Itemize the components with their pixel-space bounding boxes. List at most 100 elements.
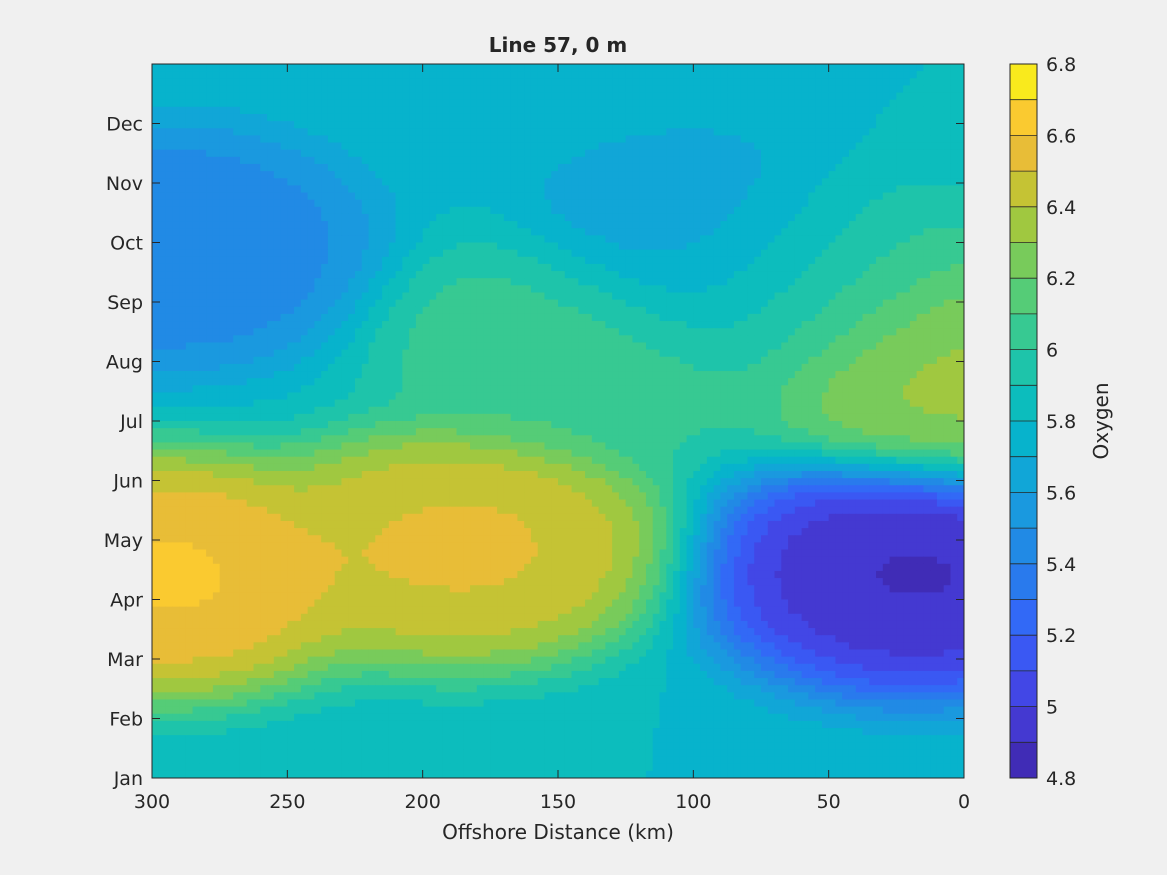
contour-cell <box>774 263 782 272</box>
contour-cell <box>179 85 187 94</box>
contour-cell <box>754 285 762 294</box>
contour-cell <box>206 213 214 222</box>
contour-cell <box>916 235 924 244</box>
contour-cell <box>402 321 410 329</box>
contour-cell <box>821 149 830 158</box>
contour-cell <box>260 178 268 186</box>
contour-cell <box>578 149 586 158</box>
contour-cell <box>368 213 376 222</box>
contour-cell <box>273 149 282 158</box>
contour-cell <box>727 92 735 101</box>
contour-cell <box>855 163 864 172</box>
contour-cell <box>334 135 343 144</box>
contour-cell <box>639 292 647 301</box>
contour-cell <box>821 113 830 122</box>
contour-cell <box>152 92 160 101</box>
contour-cell <box>693 285 701 294</box>
contour-cell <box>612 121 620 129</box>
contour-cell <box>382 292 390 301</box>
contour-cell <box>280 256 288 265</box>
contour-cell <box>429 121 437 129</box>
contour-cell <box>226 206 234 215</box>
contour-cell <box>848 321 857 329</box>
contour-cell <box>436 299 444 308</box>
contour-cell <box>794 106 803 115</box>
contour-cell <box>781 142 789 151</box>
contour-cell <box>943 263 952 272</box>
contour-cell <box>835 171 843 179</box>
contour-cell <box>571 149 579 158</box>
contour-cell <box>666 256 674 265</box>
contour-cell <box>307 71 315 79</box>
contour-cell <box>497 256 505 265</box>
contour-cell <box>456 85 464 94</box>
contour-cell <box>321 85 329 94</box>
contour-cell <box>219 335 228 344</box>
contour-cell <box>267 149 275 158</box>
contour-cell <box>341 85 349 94</box>
contour-cell <box>835 78 843 87</box>
contour-cell <box>848 306 857 315</box>
contour-cell <box>551 128 559 136</box>
contour-cell <box>666 356 674 365</box>
contour-cell <box>280 78 288 87</box>
contour-cell <box>558 278 566 286</box>
contour-cell <box>733 92 742 101</box>
contour-cell <box>916 292 924 301</box>
contour-cell <box>889 99 897 108</box>
contour-cell <box>733 306 742 315</box>
contour-cell <box>916 64 924 72</box>
contour-cell <box>267 113 275 122</box>
contour-cell <box>767 149 776 158</box>
contour-cell <box>415 64 424 72</box>
contour-cell <box>754 128 762 136</box>
contour-cell <box>442 356 451 365</box>
contour-cell <box>273 206 282 215</box>
contour-cell <box>679 171 688 179</box>
contour-cell <box>442 335 451 344</box>
contour-cell <box>740 335 749 344</box>
contour-cell <box>510 149 518 158</box>
contour-cell <box>618 306 627 315</box>
contour-cell <box>652 185 661 194</box>
contour-cell <box>219 128 228 136</box>
contour-cell <box>713 321 721 329</box>
contour-cell <box>327 249 336 258</box>
contour-cell <box>463 199 471 208</box>
contour-cell <box>409 299 417 308</box>
contour-cell <box>314 249 322 258</box>
contour-cell <box>645 206 654 215</box>
contour-cell <box>165 313 173 322</box>
contour-cell <box>348 113 356 122</box>
contour-cell <box>490 285 498 294</box>
contour-cell <box>889 299 897 308</box>
contour-cell <box>923 71 931 79</box>
contour-cell <box>781 199 789 208</box>
contour-cell <box>855 213 864 222</box>
contour-cell <box>835 313 843 322</box>
contour-cell <box>612 185 620 194</box>
contour-cell <box>327 321 336 329</box>
contour-cell <box>713 142 721 151</box>
contour-cell <box>341 178 349 186</box>
contour-cell <box>896 64 904 72</box>
contour-cell <box>828 185 837 194</box>
contour-cell <box>781 213 789 222</box>
contour-cell <box>341 299 349 308</box>
contour-cell <box>226 142 234 151</box>
contour-cell <box>267 213 275 222</box>
contour-cell <box>537 199 546 208</box>
contour-cell <box>903 199 911 208</box>
contour-cell <box>476 178 485 186</box>
contour-cell <box>212 149 221 158</box>
contour-cell <box>294 128 302 136</box>
contour-cell <box>551 299 559 308</box>
contour-cell <box>828 135 837 144</box>
contour-cell <box>916 206 924 215</box>
contour-cell <box>158 85 167 94</box>
contour-cell <box>686 292 694 301</box>
contour-cell <box>327 199 336 208</box>
contour-cell <box>226 349 234 358</box>
contour-cell <box>862 178 870 186</box>
contour-cell <box>273 85 282 94</box>
